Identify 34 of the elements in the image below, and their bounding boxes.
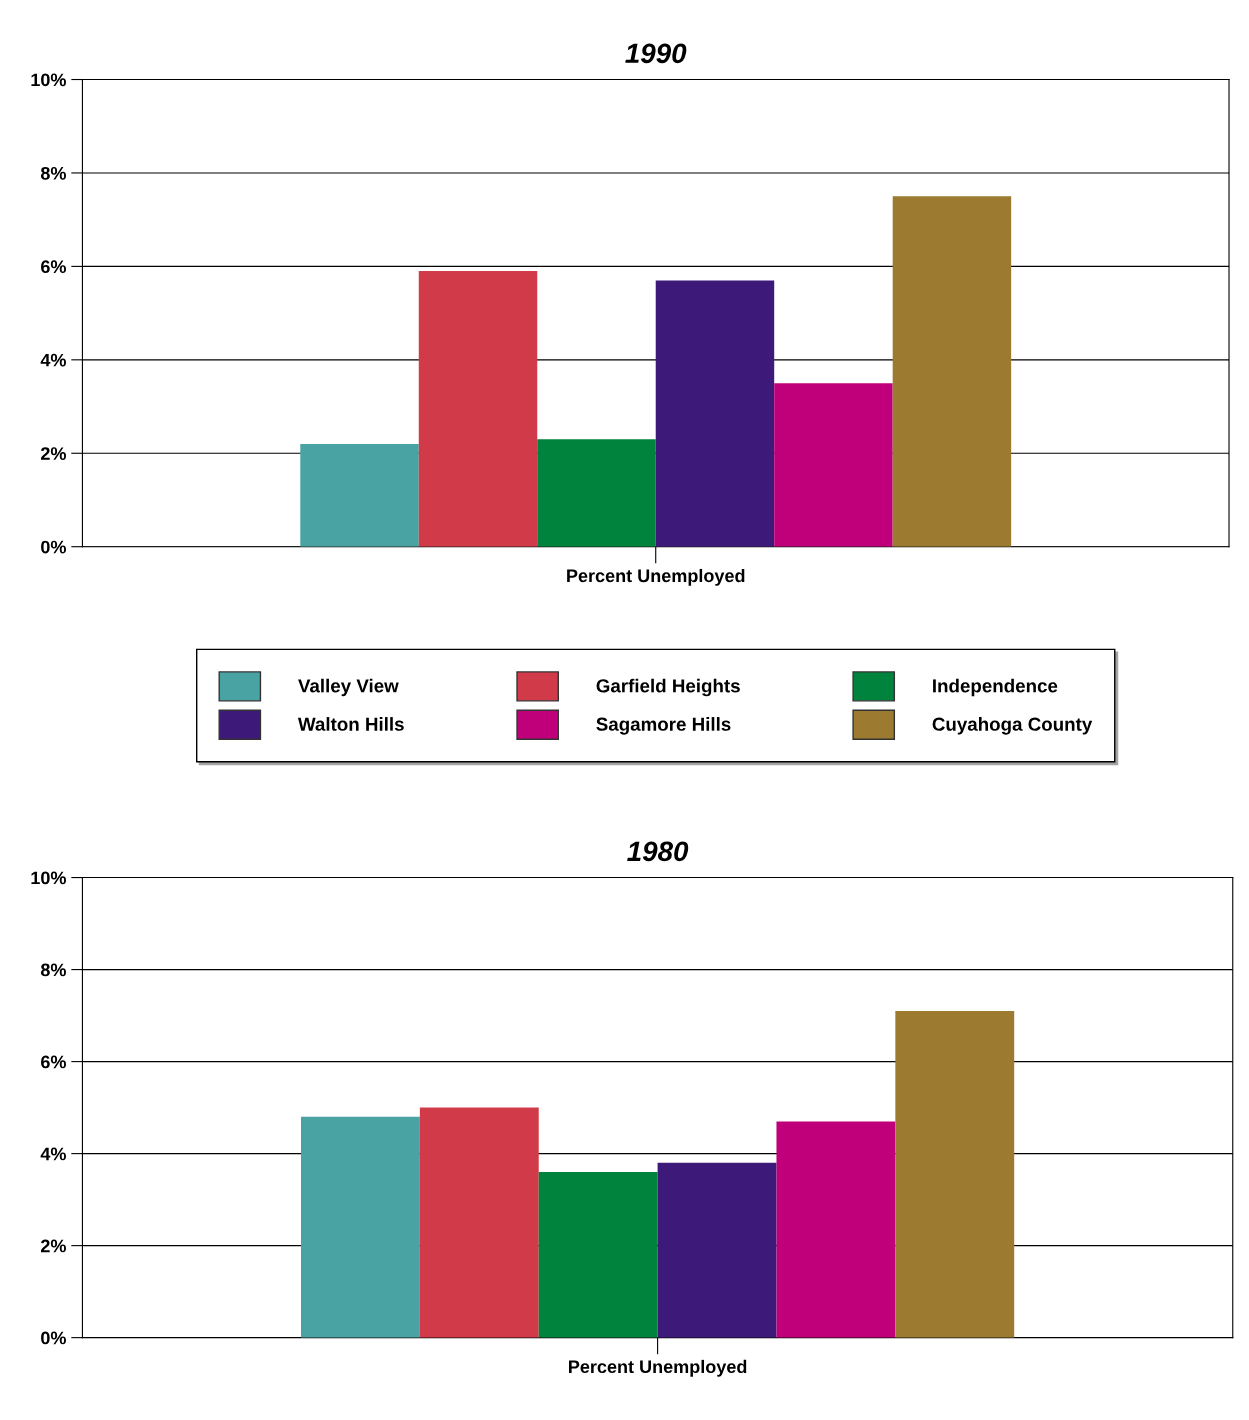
y-tick-label: 4% bbox=[40, 1147, 66, 1161]
bar bbox=[655, 280, 775, 547]
bar bbox=[301, 1116, 420, 1338]
y-tick-label: 8% bbox=[40, 166, 66, 180]
y-tick-label: 10% bbox=[31, 73, 66, 87]
y-tick-label: 6% bbox=[41, 1055, 66, 1069]
y-tick-label: 0% bbox=[41, 540, 66, 554]
y-tick-label: 2% bbox=[40, 447, 66, 460]
bar bbox=[419, 1107, 539, 1338]
bar bbox=[774, 383, 893, 547]
bar bbox=[776, 1121, 896, 1338]
legend-label: Independence bbox=[933, 678, 1058, 697]
bar bbox=[538, 1172, 658, 1338]
bar bbox=[418, 271, 538, 547]
legend-label: Valley View bbox=[298, 678, 399, 697]
y-tick-label: 4% bbox=[40, 353, 66, 367]
bar bbox=[657, 1162, 777, 1338]
y-tick-label: 10% bbox=[31, 871, 66, 885]
legend-label: Sagamore Hills bbox=[596, 717, 731, 735]
y-tick-label: 8% bbox=[40, 963, 66, 977]
bar bbox=[895, 1010, 1015, 1338]
bar bbox=[300, 443, 419, 547]
x-tick-label: Percent Unemployed bbox=[569, 1359, 747, 1377]
bar bbox=[537, 439, 656, 547]
y-tick-label: 0% bbox=[41, 1331, 66, 1345]
bar bbox=[892, 196, 1012, 547]
y-tick-label: 2% bbox=[40, 1239, 66, 1253]
chart-title: 1980 bbox=[627, 841, 689, 862]
chart-title: 1990 bbox=[625, 43, 687, 64]
legend-label: Garfield Heights bbox=[596, 678, 740, 697]
y-tick-label: 6% bbox=[41, 260, 66, 274]
legend-label: Walton Hills bbox=[297, 717, 404, 731]
legend-label: Cuyahoga County bbox=[932, 717, 1093, 735]
x-tick-label: Percent Unemployed bbox=[567, 568, 745, 586]
